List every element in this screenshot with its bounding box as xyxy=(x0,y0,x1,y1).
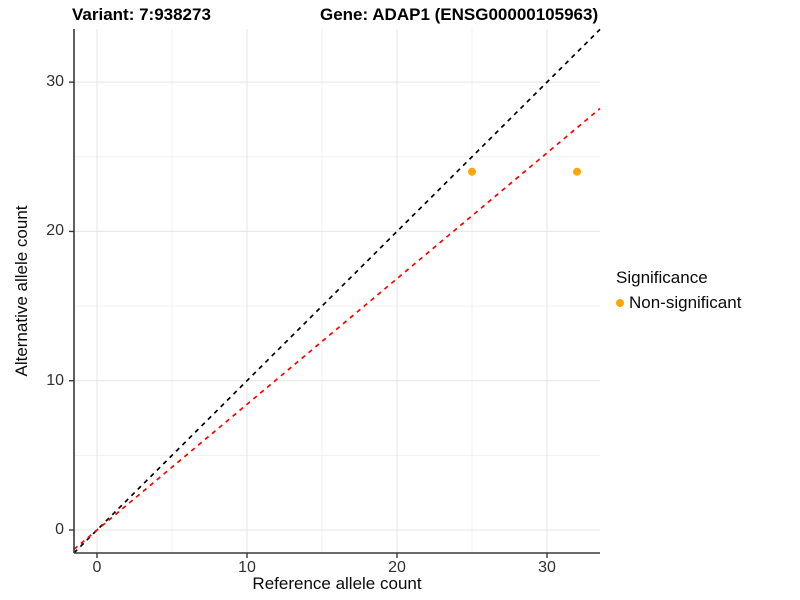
plot-title-gene: Gene: ADAP1 (ENSG00000105963) xyxy=(320,5,599,24)
legend-item-non-significant: Non-significant xyxy=(616,293,741,313)
data-point xyxy=(573,167,582,176)
data-point xyxy=(468,167,477,176)
fitted-ratio-line xyxy=(73,107,601,550)
legend: Significance Non-significant xyxy=(616,268,741,313)
legend-title: Significance xyxy=(616,268,708,287)
identity-line xyxy=(73,28,601,554)
non-significant-point-icon xyxy=(616,299,624,307)
y-axis-title: Alternative allele count xyxy=(12,205,31,377)
plot-title-variant: Variant: 7:938273 xyxy=(72,5,211,24)
x-axis-title: Reference allele count xyxy=(252,574,422,593)
legend-item-label: Non-significant xyxy=(629,293,742,312)
